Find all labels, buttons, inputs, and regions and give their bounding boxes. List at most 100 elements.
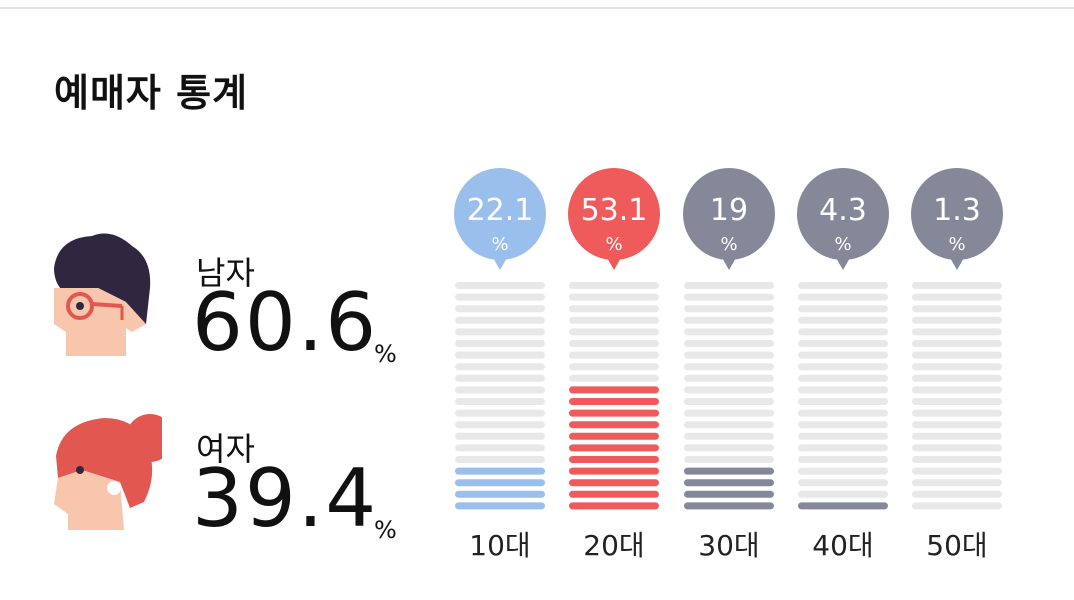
female-stat: 여자 39.4 % <box>52 404 412 544</box>
bar-segment <box>912 398 1002 405</box>
bar-segment <box>912 490 1002 498</box>
value-badge <box>454 168 546 260</box>
bar-segment <box>912 386 1002 394</box>
bar-segment <box>798 351 888 359</box>
value-badge-pointer <box>606 256 622 270</box>
bar-segment <box>684 351 774 359</box>
value-unit-label: % <box>491 234 508 255</box>
bar-segment <box>455 386 545 394</box>
bar-segment <box>569 293 659 301</box>
bar-segment <box>569 456 659 463</box>
bar-segment <box>684 490 774 498</box>
bar-segment <box>912 444 1002 452</box>
bar-segment <box>569 316 659 324</box>
bar-segment <box>798 444 888 452</box>
bar-segment <box>569 479 659 487</box>
bar-segment <box>798 374 888 382</box>
value-label: 22.1 <box>467 193 534 228</box>
value-badge <box>683 168 775 260</box>
category-label: 20대 <box>583 529 644 562</box>
bar-segment <box>455 316 545 324</box>
female-avatar-icon <box>54 414 162 530</box>
bar-segment <box>569 444 659 452</box>
category-label: 50대 <box>926 529 987 562</box>
bar-segment <box>684 363 774 371</box>
bar-segment <box>569 432 659 440</box>
bar-segment <box>455 479 545 487</box>
value-unit-label: % <box>834 234 851 255</box>
bar-segment <box>912 409 1002 417</box>
bar-segment <box>912 432 1002 440</box>
bar-segment <box>569 282 659 289</box>
bar-segment <box>684 409 774 417</box>
bar-segment <box>912 479 1002 487</box>
female-percent-sign: % <box>374 516 397 544</box>
bar-segment <box>569 490 659 498</box>
bar-segment <box>684 282 774 289</box>
bar-segment <box>684 316 774 324</box>
bar-segment <box>798 421 888 429</box>
value-label: 1.3 <box>933 193 981 228</box>
bar-segment <box>912 467 1002 475</box>
value-unit-label: % <box>720 234 737 255</box>
bar-segment <box>455 467 545 475</box>
bar-segment <box>569 340 659 347</box>
value-label: 19 <box>710 193 748 228</box>
value-label: 4.3 <box>819 193 867 228</box>
bar-segment <box>912 456 1002 463</box>
female-label: 여자 <box>196 430 255 468</box>
bar-segment <box>569 386 659 394</box>
bar-segment <box>455 305 545 313</box>
bar-segment <box>912 363 1002 371</box>
bar-segment <box>455 421 545 429</box>
value-badge-pointer <box>835 256 851 270</box>
bar-segment <box>684 374 774 382</box>
male-avatar-icon <box>54 233 151 356</box>
bar-segment <box>684 444 774 452</box>
bar-segment <box>798 502 888 510</box>
bar-segment <box>798 479 888 487</box>
bar-segment <box>798 409 888 417</box>
bar-segment <box>684 340 774 347</box>
bar-segment <box>684 293 774 301</box>
bar-segment <box>912 340 1002 347</box>
bar-segment <box>684 421 774 429</box>
bar-segment <box>798 490 888 498</box>
bar-segment <box>912 328 1002 336</box>
bar-segment <box>912 316 1002 324</box>
bar-segment <box>455 340 545 347</box>
bar-segment <box>684 305 774 313</box>
value-unit-label: % <box>948 234 965 255</box>
bar-segment <box>798 282 888 289</box>
bar-segment <box>455 444 545 452</box>
bar-segment <box>569 363 659 371</box>
bar-segment <box>455 363 545 371</box>
bar-segment <box>912 421 1002 429</box>
bar-segment <box>569 374 659 382</box>
value-unit-label: % <box>605 234 622 255</box>
value-badge <box>568 168 660 260</box>
bar-segment <box>798 363 888 371</box>
bar-segment <box>569 421 659 429</box>
bar-segment <box>455 351 545 359</box>
category-label: 10대 <box>469 529 530 562</box>
bar-segment <box>569 409 659 417</box>
bar-segment <box>798 432 888 440</box>
bar-segment <box>455 398 545 405</box>
bar-segment <box>684 456 774 463</box>
value-badge-pointer <box>721 256 737 270</box>
bar-segment <box>684 432 774 440</box>
bar-segment <box>912 502 1002 510</box>
female-percentage: 39.4 <box>192 452 379 545</box>
bar-segment <box>455 293 545 301</box>
bar-segment <box>798 386 888 394</box>
bar-segment <box>912 351 1002 359</box>
bar-segment <box>684 479 774 487</box>
bar-segment <box>455 502 545 510</box>
bar-segment <box>455 432 545 440</box>
bar-segment <box>684 502 774 510</box>
bar-segment <box>455 282 545 289</box>
bar-segment <box>798 340 888 347</box>
bar-segment <box>912 293 1002 301</box>
bar-segment <box>569 467 659 475</box>
